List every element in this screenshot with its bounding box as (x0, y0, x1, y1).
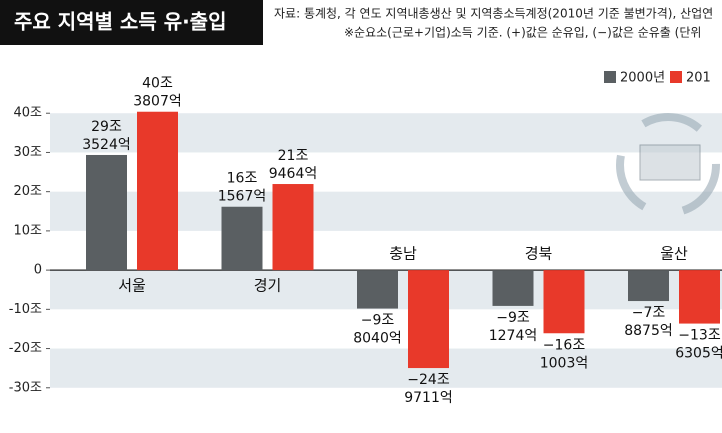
subtitle: 자료: 통계청, 각 연도 지역내총생산 및 지역총소득계정(2010년 기준 … (274, 7, 713, 21)
value-label: 16조 1567억 (218, 171, 267, 205)
y-tick-label: 40조 (13, 106, 42, 121)
bar (272, 184, 314, 271)
y-tick-label: 20조 (13, 184, 42, 199)
legend-swatch (670, 71, 682, 83)
value-label-line: 3524억 (82, 137, 131, 153)
y-tick-label: 10조 (13, 223, 42, 238)
value-label-line: −9조 (361, 313, 395, 329)
grid-band (50, 348, 722, 388)
x-tick-label: 울산 (660, 245, 688, 263)
value-label: −16조 1003억 (540, 337, 589, 371)
bar (628, 270, 669, 302)
bar (543, 270, 585, 334)
chart-title: 주요 지역별 소득 유·출입 (14, 10, 227, 34)
x-tick-label: 경북 (525, 245, 553, 263)
bar (357, 270, 398, 309)
value-label-line: 21조 (278, 148, 309, 164)
value-label: −24조 9711억 (404, 372, 453, 406)
value-label-line: 16조 (227, 171, 258, 187)
value-label-line: −24조 (407, 372, 450, 388)
value-label-line: −9조 (496, 310, 530, 326)
x-tick-label: 충남 (389, 245, 417, 263)
y-tick-label: 0 (34, 263, 42, 278)
value-label-line: −16조 (543, 337, 586, 353)
legend-label: 201 (686, 71, 711, 86)
value-label: 40조 3807억 (133, 76, 182, 110)
legend-label: 2000년 (620, 71, 665, 86)
value-label-line: 40조 (142, 76, 173, 92)
value-label: −9조 1274억 (489, 310, 538, 344)
icon (616, 113, 720, 217)
bar (679, 270, 720, 324)
value-label: −13조 6305억 (675, 328, 722, 362)
x-tick-label: 경기 (254, 277, 282, 295)
value-label-line: 8040억 (353, 331, 402, 347)
value-label-line: 9464억 (269, 166, 318, 182)
legend-swatch (604, 71, 616, 83)
value-label-line: 29조 (91, 119, 122, 135)
value-label: −9조 8040억 (353, 313, 402, 347)
value-label-line: 6305억 (675, 346, 722, 362)
value-label: −7조 8875억 (624, 305, 673, 339)
bar (492, 270, 534, 306)
y-tick-label: -30조 (9, 380, 42, 395)
value-label-line: −13조 (678, 328, 721, 344)
bar (408, 270, 449, 369)
y-tick-label: -10조 (9, 302, 42, 317)
bar (86, 154, 127, 271)
y-tick-label: -20조 (9, 341, 42, 356)
subtitle: ※순요소(근로+기업)소득 기준. (+)값은 순유입, (−)값은 순유출 (… (344, 26, 701, 40)
y-tick-label: 30조 (13, 145, 42, 160)
value-label-line: 1274억 (489, 328, 538, 344)
value-label: 21조 9464억 (269, 148, 318, 182)
value-label-line: 8875억 (624, 323, 673, 339)
title-box (0, 0, 263, 45)
value-label-line: 1003억 (540, 355, 589, 371)
value-label: 29조 3524억 (82, 119, 131, 153)
bar (137, 111, 178, 271)
value-label-line: 3807억 (133, 94, 182, 110)
x-tick-label: 서울 (118, 277, 146, 295)
bar (221, 206, 263, 271)
value-label-line: −7조 (632, 305, 666, 321)
value-label-line: 9711억 (404, 390, 453, 406)
value-label-line: 1567억 (218, 189, 267, 205)
